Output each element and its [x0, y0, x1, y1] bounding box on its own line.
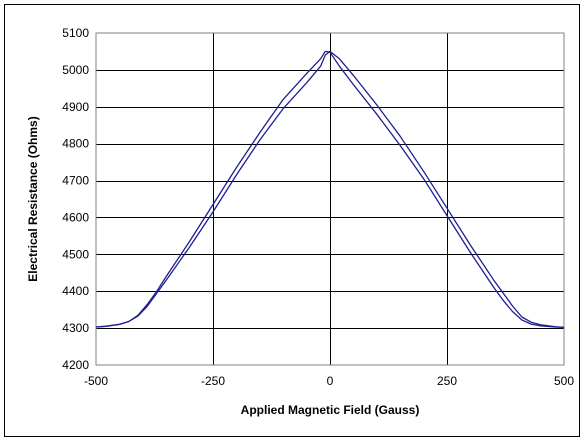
- y-tick-labels: 4200 4300 4400 4500 4600 4700 4800 4900 5000 5100: [62, 26, 89, 372]
- series-line-2: [95, 50, 565, 329]
- x-tick-label: -250: [201, 374, 225, 388]
- y-tick-label: 4300: [62, 321, 89, 335]
- x-tick-label: -500: [84, 374, 108, 388]
- y-tick-label: 4500: [62, 247, 89, 261]
- x-tick-label: 500: [554, 374, 574, 388]
- y-axis-label: Electrical Resistance (Ohms): [26, 116, 40, 281]
- y-tick-label: 4900: [62, 100, 89, 114]
- x-tick-label: 0: [327, 374, 334, 388]
- plot-border: [95, 32, 565, 366]
- y-tick-label: 5000: [62, 63, 89, 77]
- vertical-gridlines: [213, 33, 448, 365]
- y-tick-label: 4400: [62, 284, 89, 298]
- y-tick-label: 4200: [62, 358, 89, 372]
- y-tick-label: 4800: [62, 137, 89, 151]
- x-axis-label: Applied Magnetic Field (Gauss): [241, 403, 420, 417]
- y-tick-label: 4600: [62, 210, 89, 224]
- series-line-1: [95, 50, 565, 329]
- x-tick-label: 250: [437, 374, 457, 388]
- series-layer: [95, 50, 565, 329]
- y-tick-label: 4700: [62, 174, 89, 188]
- y-tick-label: 5100: [62, 26, 89, 40]
- x-tick-labels: -500 -250 0 250 500: [84, 374, 574, 388]
